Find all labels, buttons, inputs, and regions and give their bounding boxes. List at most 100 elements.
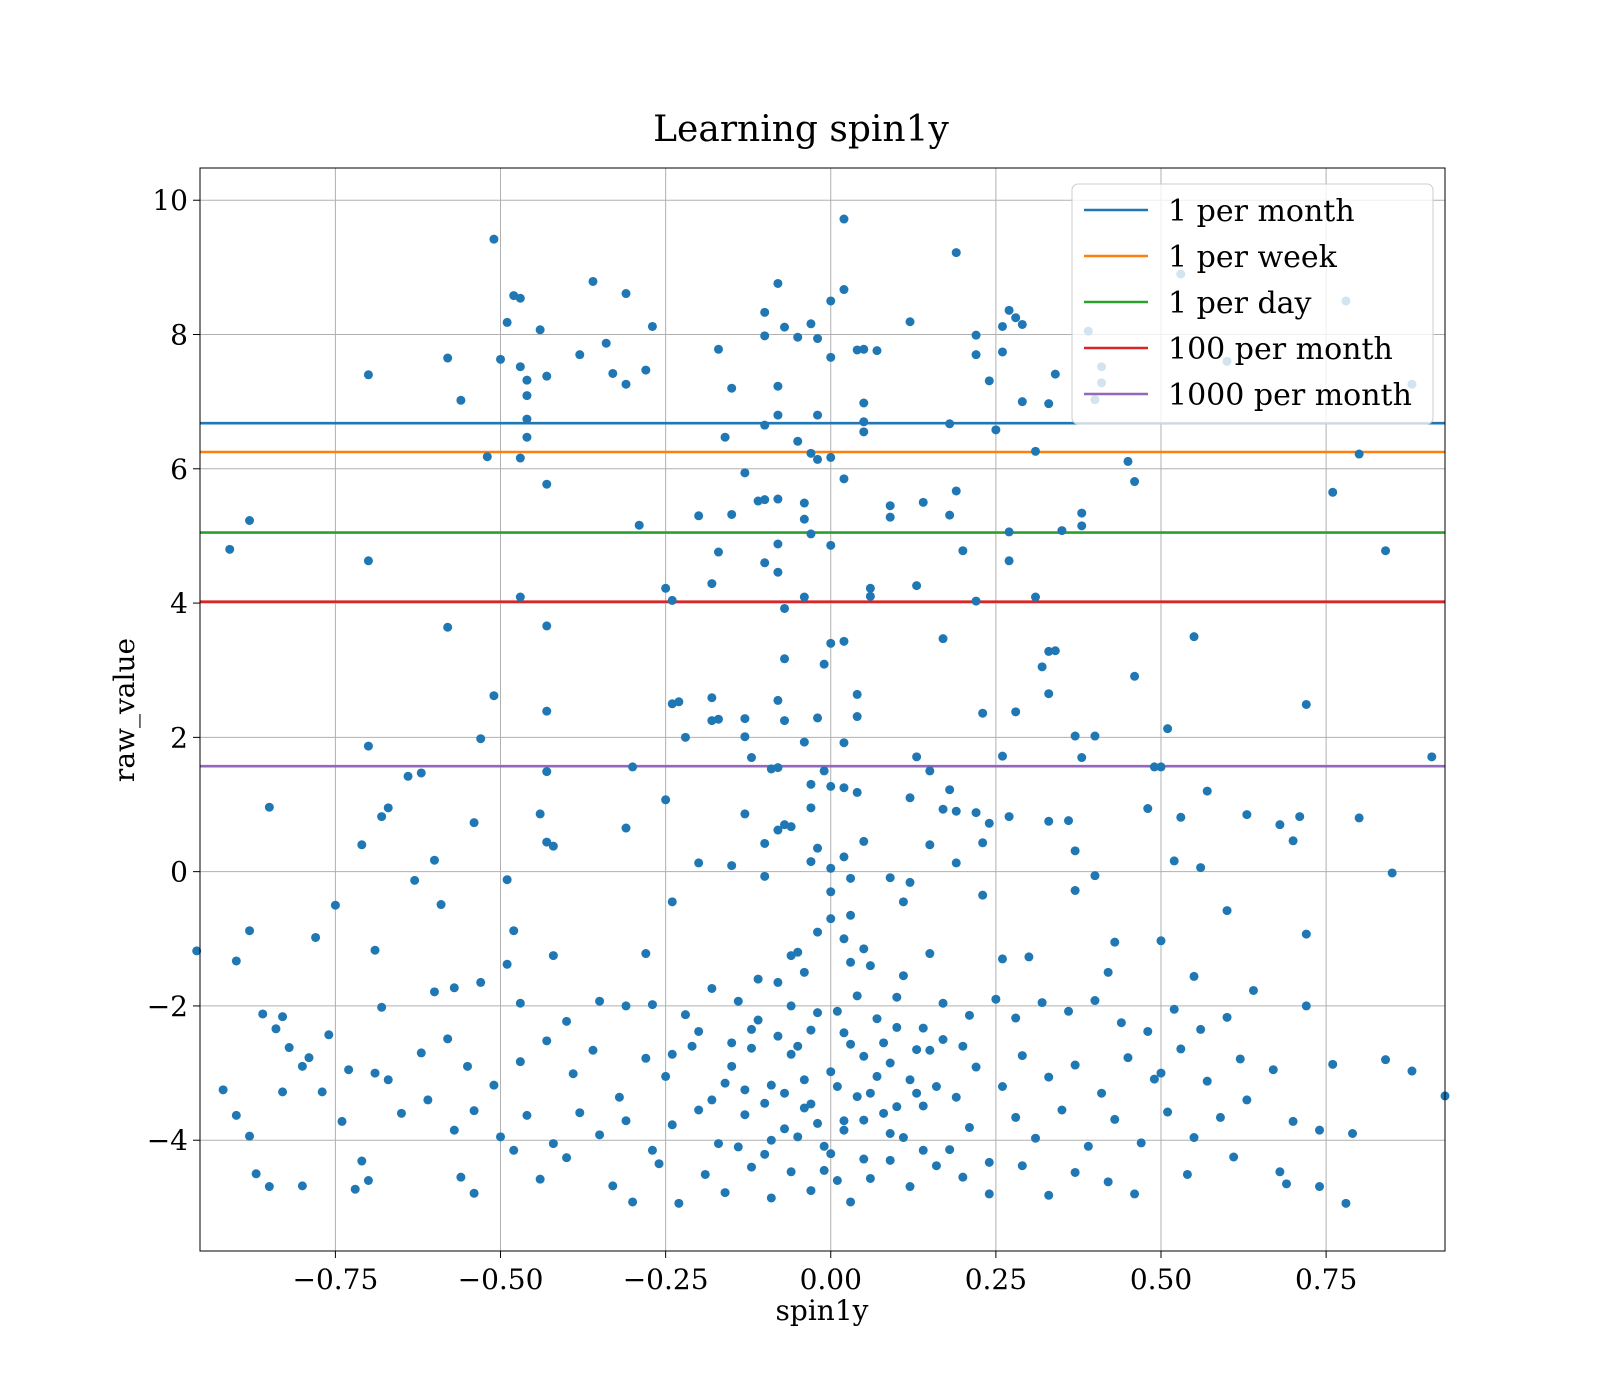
x-tick-label: 0.00 [800, 1263, 862, 1296]
data-point [760, 838, 770, 848]
data-point [1110, 1114, 1120, 1124]
data-point [859, 398, 869, 408]
data-point [245, 515, 255, 525]
data-point [1169, 856, 1179, 866]
data-point [1037, 662, 1047, 672]
data-point [476, 977, 486, 987]
data-point [839, 285, 849, 295]
data-point [806, 857, 816, 867]
data-point [806, 803, 816, 813]
data-point [601, 338, 611, 348]
data-point [865, 961, 875, 971]
data-point [1024, 952, 1034, 962]
data-point [245, 926, 255, 936]
data-point [667, 595, 677, 605]
data-point [964, 1010, 974, 1020]
data-point [456, 395, 466, 405]
data-point [278, 1012, 288, 1022]
data-point [839, 474, 849, 484]
y-tick-label: 0 [170, 856, 188, 889]
y-axis-ticks: −4 −2 0 2 4 6 8 10 [147, 184, 200, 1157]
data-point [1004, 527, 1014, 537]
data-point [661, 795, 671, 805]
data-point [984, 1157, 994, 1167]
data-point [469, 1188, 479, 1198]
data-point [496, 354, 506, 364]
data-point [1288, 836, 1298, 846]
data-point [1176, 812, 1186, 822]
data-point [971, 596, 981, 606]
data-point [1301, 699, 1311, 709]
data-point [1176, 1044, 1186, 1054]
data-point [1328, 1059, 1338, 1069]
data-point [595, 996, 605, 1006]
data-point [938, 804, 948, 814]
data-point [707, 983, 717, 993]
data-point [826, 540, 836, 550]
data-point [1004, 305, 1014, 315]
data-point [1288, 1116, 1298, 1126]
data-point [839, 852, 849, 862]
data-point [1222, 906, 1232, 916]
data-point [819, 1165, 829, 1175]
data-point [746, 1024, 756, 1034]
data-point [1116, 1018, 1126, 1028]
data-point [760, 558, 770, 568]
data-point [898, 897, 908, 907]
data-point [436, 900, 446, 910]
data-point [813, 927, 823, 937]
data-point [410, 875, 420, 885]
data-point [813, 454, 823, 464]
data-point [1123, 456, 1133, 466]
data-point [773, 977, 783, 987]
data-point [740, 1085, 750, 1095]
data-point [515, 1057, 525, 1067]
data-point [991, 994, 1001, 1004]
data-point [1427, 752, 1437, 762]
data-point [1202, 1076, 1212, 1086]
data-point [918, 1101, 928, 1111]
data-point [1103, 967, 1113, 977]
data-point [978, 838, 988, 848]
y-axis-label: raw_value [108, 638, 141, 782]
data-point [872, 1014, 882, 1024]
data-point [575, 350, 585, 360]
data-point [971, 1062, 981, 1072]
data-point [324, 1030, 334, 1040]
data-point [1189, 1133, 1199, 1143]
data-point [628, 762, 638, 772]
data-point [773, 410, 783, 420]
data-point [892, 992, 902, 1002]
data-point [542, 479, 552, 489]
data-point [846, 910, 856, 920]
data-point [476, 734, 486, 744]
data-point [984, 376, 994, 386]
data-point [370, 1068, 380, 1078]
data-point [469, 1106, 479, 1116]
data-point [1156, 936, 1166, 946]
data-point [1031, 592, 1041, 602]
data-point [852, 712, 862, 722]
data-point [1090, 871, 1100, 881]
data-point [1156, 762, 1166, 772]
data-point [687, 1041, 697, 1051]
data-point [1070, 731, 1080, 741]
data-point [1044, 1190, 1054, 1200]
data-point [753, 496, 763, 506]
data-point [429, 855, 439, 865]
data-point [1031, 1133, 1041, 1143]
y-tick-label: 4 [170, 587, 188, 620]
data-point [1017, 319, 1027, 329]
data-point [740, 809, 750, 819]
data-point [780, 1124, 790, 1134]
data-point [667, 1120, 677, 1130]
data-point [786, 951, 796, 961]
data-point [218, 1085, 228, 1095]
data-point [258, 1009, 268, 1019]
data-point [1315, 1182, 1325, 1192]
data-point [1268, 1065, 1278, 1075]
data-point [852, 787, 862, 797]
data-point [945, 510, 955, 520]
data-point [826, 781, 836, 791]
data-point [852, 1092, 862, 1102]
